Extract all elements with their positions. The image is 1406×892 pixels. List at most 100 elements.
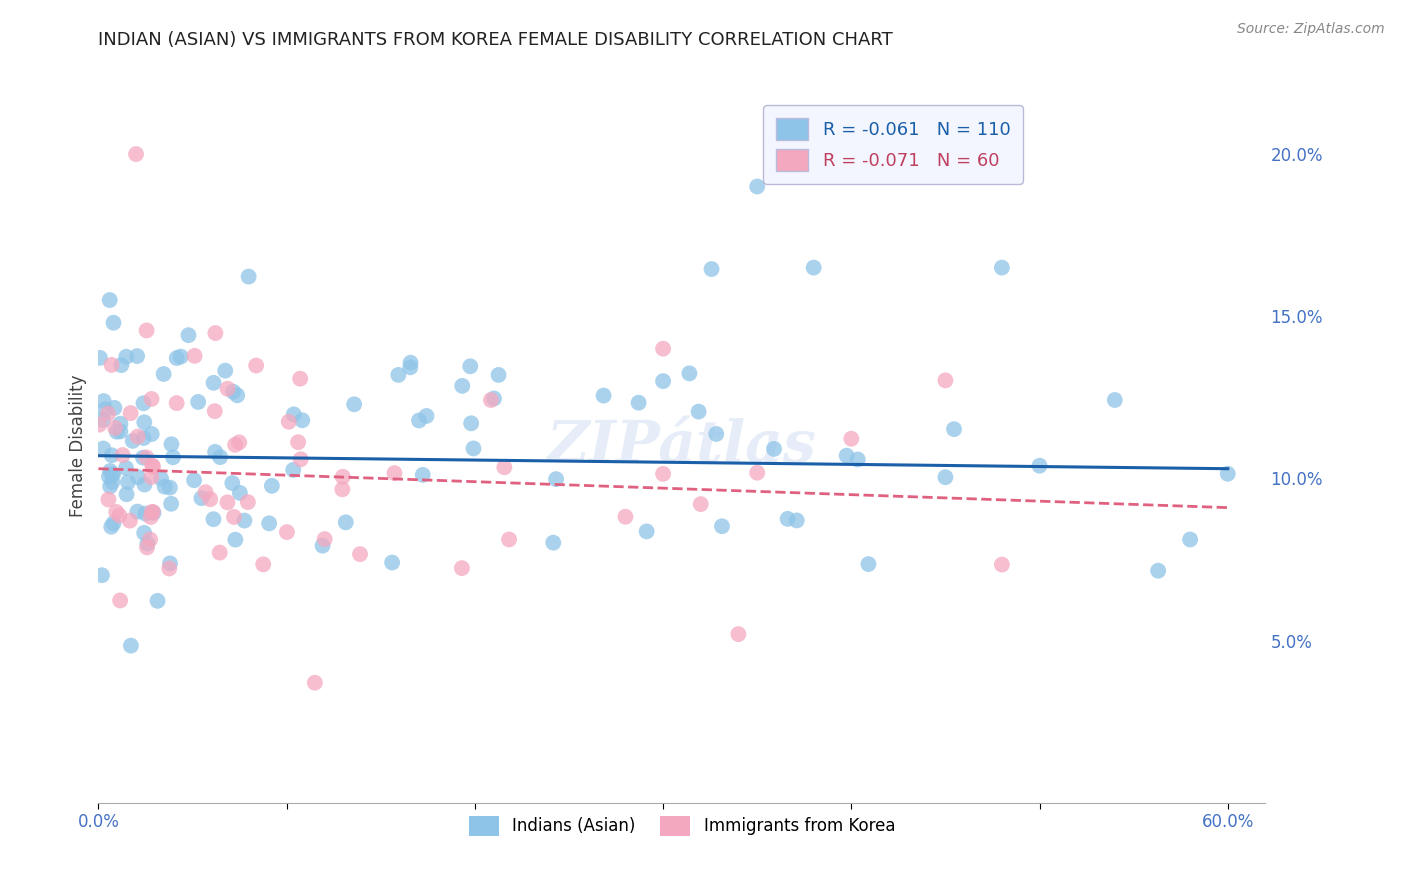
Point	[1104, 392, 1126, 407]
Point	[91, 413, 114, 427]
Point	[108, 508, 131, 523]
Point	[943, 422, 966, 436]
Point	[153, 480, 176, 494]
Point	[689, 497, 711, 511]
Point	[125, 147, 148, 161]
Point	[115, 461, 138, 475]
Point	[162, 450, 184, 465]
Point	[330, 483, 353, 497]
Point	[204, 326, 226, 340]
Point	[678, 367, 700, 381]
Point	[139, 533, 162, 547]
Point	[384, 466, 406, 480]
Point	[89, 351, 111, 365]
Point	[934, 470, 956, 484]
Point	[217, 495, 239, 509]
Point	[711, 519, 734, 533]
Point	[194, 485, 217, 500]
Point	[134, 525, 156, 540]
Point	[159, 557, 181, 571]
Point	[136, 541, 159, 555]
Point	[451, 561, 474, 575]
Point	[226, 388, 249, 402]
Point	[208, 545, 231, 559]
Point	[543, 535, 565, 549]
Point	[277, 415, 299, 429]
Point	[290, 452, 312, 467]
Point	[458, 359, 481, 374]
Point	[142, 505, 165, 519]
Point	[304, 675, 326, 690]
Point	[415, 409, 437, 423]
Point	[233, 514, 256, 528]
Point	[91, 442, 114, 456]
Point	[141, 458, 163, 473]
Point	[482, 392, 505, 406]
Point	[166, 351, 188, 365]
Point	[291, 413, 314, 427]
Point	[204, 404, 226, 418]
Point	[160, 497, 183, 511]
Point	[488, 368, 510, 382]
Point	[381, 556, 404, 570]
Point	[408, 413, 430, 427]
Point	[238, 269, 260, 284]
Point	[134, 415, 156, 429]
Point	[688, 404, 710, 418]
Point	[115, 350, 138, 364]
Point	[217, 382, 239, 396]
Point	[101, 467, 124, 482]
Point	[104, 421, 127, 435]
Point	[727, 627, 749, 641]
Point	[110, 358, 132, 372]
Point	[463, 442, 485, 456]
Legend: Indians (Asian), Immigrants from Korea: Indians (Asian), Immigrants from Korea	[460, 807, 904, 845]
Point	[311, 539, 333, 553]
Point	[127, 505, 149, 519]
Point	[228, 435, 250, 450]
Point	[139, 510, 162, 524]
Point	[214, 364, 236, 378]
Point	[224, 533, 246, 547]
Point	[222, 384, 245, 399]
Point	[614, 509, 637, 524]
Point	[204, 445, 226, 459]
Point	[245, 359, 267, 373]
Point	[90, 568, 112, 582]
Point	[136, 536, 159, 550]
Point	[108, 593, 131, 607]
Point	[349, 547, 371, 561]
Point	[224, 438, 246, 452]
Text: ZIPátlas: ZIPátlas	[547, 417, 817, 475]
Point	[120, 639, 142, 653]
Point	[1178, 533, 1201, 547]
Point	[283, 463, 305, 477]
Point	[257, 516, 280, 531]
Point	[103, 316, 125, 330]
Point	[786, 513, 808, 527]
Point	[152, 367, 174, 381]
Point	[157, 561, 180, 575]
Point	[498, 533, 520, 547]
Point	[142, 459, 165, 474]
Point	[101, 475, 124, 490]
Point	[132, 396, 155, 410]
Point	[135, 450, 157, 465]
Point	[166, 396, 188, 410]
Point	[105, 505, 128, 519]
Point	[236, 495, 259, 509]
Point	[200, 492, 222, 507]
Point	[1028, 458, 1050, 473]
Point	[652, 467, 675, 481]
Point	[399, 356, 422, 370]
Point	[202, 512, 225, 526]
Point	[399, 360, 422, 375]
Y-axis label: Female Disability: Female Disability	[69, 375, 87, 517]
Point	[132, 450, 155, 465]
Point	[209, 450, 232, 464]
Point	[98, 293, 121, 307]
Text: INDIAN (ASIAN) VS IMMIGRANTS FROM KOREA FEMALE DISABILITY CORRELATION CHART: INDIAN (ASIAN) VS IMMIGRANTS FROM KOREA …	[98, 31, 893, 49]
Point	[118, 514, 141, 528]
Point	[110, 417, 132, 431]
Point	[146, 594, 169, 608]
